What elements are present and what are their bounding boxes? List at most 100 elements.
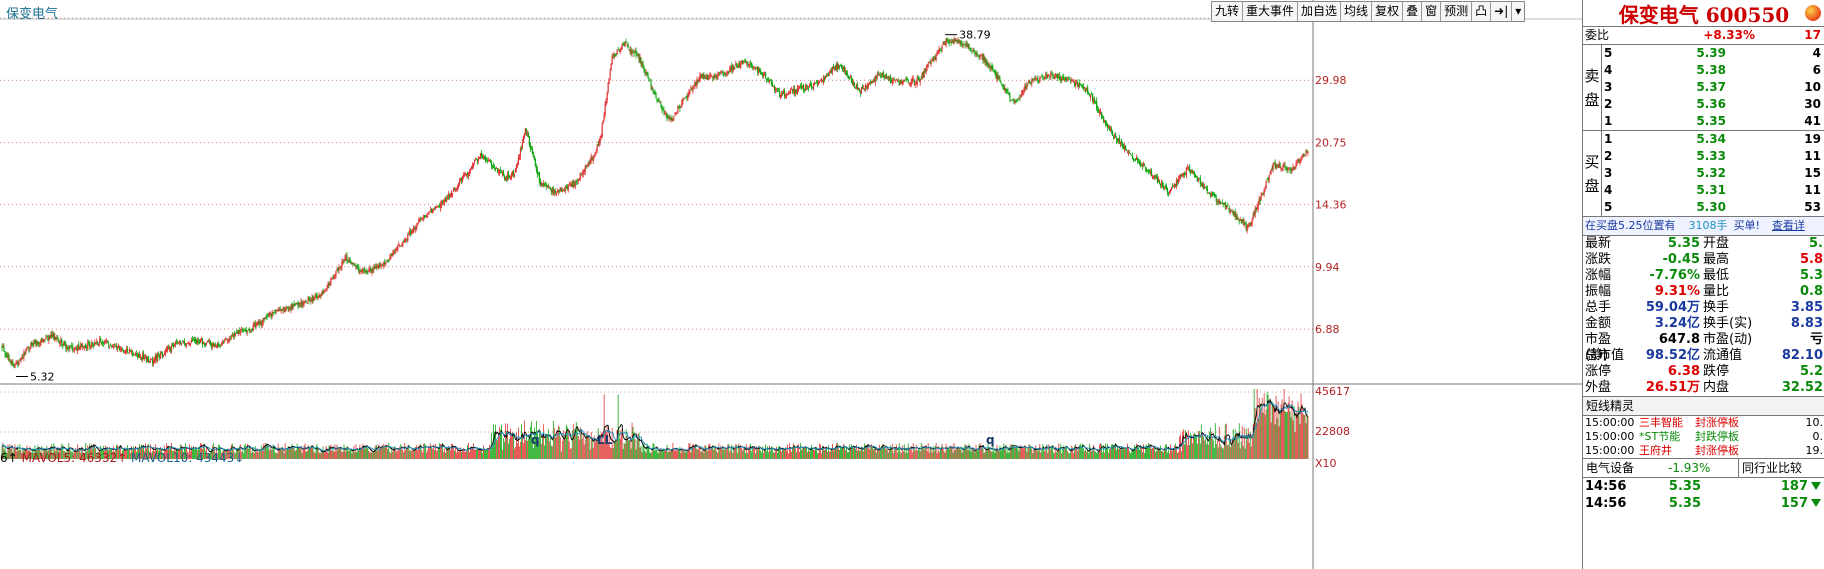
toolbar-adjust-button[interactable]: 复权 <box>1372 2 1404 21</box>
candle-body <box>1003 86 1005 90</box>
arrow-right-icon[interactable]: ➜| <box>1491 2 1513 21</box>
candle-body <box>790 88 793 90</box>
toolbar-add-watchlist-button[interactable]: 加自选 <box>1298 2 1342 21</box>
candle-body <box>964 44 966 46</box>
buy-level-5[interactable]: 5 5.30 53 <box>1602 199 1824 216</box>
sell-level-3[interactable]: 3 5.37 10 <box>1602 79 1824 96</box>
candle-body <box>722 70 724 73</box>
dropdown-arrow-icon[interactable]: ▾ <box>1515 4 1522 18</box>
lock-icon[interactable]: 凸 <box>1472 2 1492 21</box>
toolbar-overlay-button[interactable]: 叠 <box>1403 2 1423 21</box>
candle-body <box>137 354 140 357</box>
view-detail-link[interactable]: 查看详 <box>1771 219 1805 232</box>
candle-body <box>300 300 302 304</box>
candle-body <box>620 48 622 50</box>
candle-body <box>712 76 714 79</box>
stat-label: 量比 <box>1703 284 1730 299</box>
candle-body <box>150 359 153 360</box>
candle-body <box>96 341 98 344</box>
candle-body <box>1032 78 1034 80</box>
candle-body <box>965 42 967 45</box>
candle-body <box>1124 145 1127 150</box>
kline-chart[interactable]: 43.3229.9820.7514.369.946.884561722808X1… <box>0 0 1582 569</box>
toolbar-window-button[interactable]: 窗 <box>1422 2 1442 21</box>
candle-body <box>352 263 354 265</box>
candle-body <box>163 353 166 355</box>
sector-name[interactable]: 电气设备 <box>1586 461 1635 475</box>
candle-body <box>328 283 330 285</box>
candle-body <box>404 239 406 243</box>
candle-body <box>190 339 193 343</box>
alert-item[interactable]: 15:00:00 王府井 封涨停板 19. <box>1583 444 1824 458</box>
buy-level-3[interactable]: 3 5.32 15 <box>1602 165 1824 182</box>
candle-body <box>823 77 826 79</box>
candle-body <box>399 245 401 246</box>
order-notice[interactable]: 在买盘5.25位置有 3108手 买单! 查看详 <box>1583 217 1824 236</box>
stat-value: 5.35 <box>1667 236 1700 251</box>
candle-body <box>934 57 936 59</box>
candle-body <box>1144 167 1147 169</box>
app-logo-icon[interactable] <box>1805 5 1821 21</box>
candle-body <box>670 117 672 120</box>
buy-level-2[interactable]: 2 5.33 11 <box>1602 148 1824 165</box>
alert-time: 15:00:00 <box>1585 430 1635 443</box>
candle-body <box>281 309 283 311</box>
candle-body <box>624 41 626 46</box>
toolbar-forecast-button[interactable]: 预测 <box>1441 2 1473 21</box>
candle-body <box>838 65 841 67</box>
candle-body <box>676 112 678 114</box>
toolbar-jiuzhuan-button[interactable]: 九转 <box>1212 2 1244 21</box>
candle-body <box>893 79 895 81</box>
sell-level-5[interactable]: 5 5.39 4 <box>1602 45 1824 62</box>
candle-body <box>225 339 227 340</box>
kline-area[interactable]: 43.3229.9820.7514.369.946.884561722808X1… <box>0 0 1582 569</box>
candle-body <box>687 95 689 100</box>
candle-body <box>401 245 403 247</box>
candle-body <box>646 72 648 76</box>
candle-body <box>1234 211 1236 218</box>
candle-body <box>1027 84 1029 86</box>
candle-body <box>105 339 107 343</box>
sell-level-1[interactable]: 1 5.35 41 <box>1602 113 1824 130</box>
toolbar-moving-average-button[interactable]: 均线 <box>1341 2 1373 21</box>
alert-item[interactable]: 15:00:00 三丰智能 封涨停板 10. <box>1583 416 1824 430</box>
candle-body <box>683 99 685 101</box>
candle-body <box>200 338 202 342</box>
candle-body <box>1130 155 1133 156</box>
event-marker-ll[interactable]: LL <box>597 433 613 447</box>
event-marker-q2[interactable]: q <box>986 433 995 447</box>
alert-item[interactable]: 15:00:00 *ST节能 封跌停板 0. <box>1583 430 1824 444</box>
candle-body <box>801 85 804 88</box>
toolbar-major-events-button[interactable]: 重大事件 <box>1243 2 1299 21</box>
candle-body <box>889 76 891 82</box>
candle-body <box>264 317 266 320</box>
buy-level-volume: 11 <box>1804 149 1821 163</box>
candle-body <box>431 209 433 213</box>
buy-level-1[interactable]: 1 5.34 19 <box>1602 131 1824 148</box>
candle-body <box>345 255 347 260</box>
candle-body <box>530 148 532 150</box>
sector-compare-button[interactable]: 同行业比较 <box>1738 459 1824 477</box>
candle-body <box>806 87 809 89</box>
candle-body <box>1201 183 1203 187</box>
candle-body <box>1069 78 1071 80</box>
sell-level-4[interactable]: 4 5.38 6 <box>1602 62 1824 79</box>
candle-body <box>1157 178 1160 182</box>
candle-body <box>384 260 386 265</box>
volume-tick-label: X10 <box>1315 457 1337 470</box>
candle-body <box>229 337 231 339</box>
candle-body <box>922 71 924 77</box>
candle-body <box>403 240 405 242</box>
candle-body <box>1107 124 1109 128</box>
candle-body <box>75 347 77 350</box>
candle-body <box>360 270 362 272</box>
candle-body <box>123 350 125 353</box>
candle-body <box>764 72 766 74</box>
buy-level-4[interactable]: 4 5.31 11 <box>1602 182 1824 199</box>
candle-body <box>1301 157 1303 159</box>
sell-level-2[interactable]: 2 5.36 30 <box>1602 96 1824 113</box>
alerts-title[interactable]: 短线精灵 <box>1583 397 1824 416</box>
event-marker-q[interactable]: q <box>531 433 540 447</box>
stat-value: 5. <box>1809 236 1823 251</box>
candle-body <box>544 184 546 186</box>
